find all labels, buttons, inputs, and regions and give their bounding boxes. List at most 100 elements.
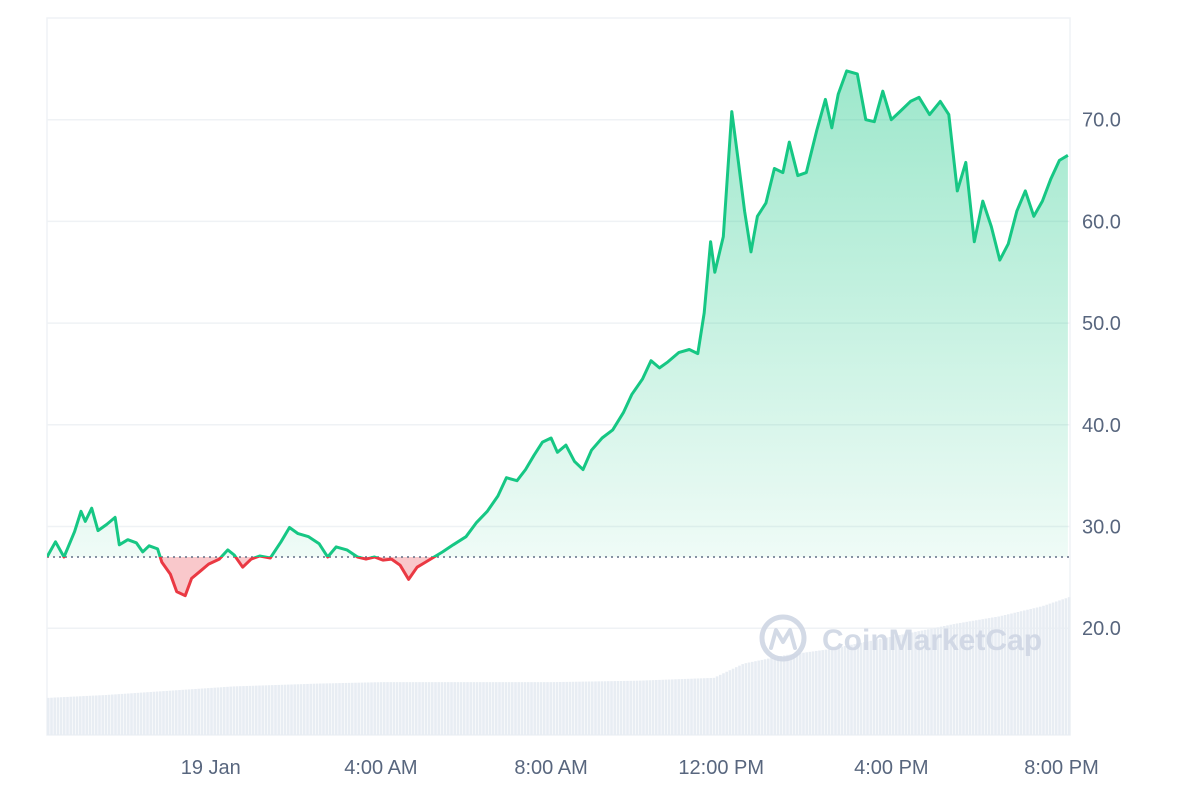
volume-bar [92, 696, 95, 735]
volume-bar [133, 693, 136, 735]
volume-bar [581, 682, 584, 735]
volume-bar [229, 687, 232, 735]
volume-bar [655, 680, 658, 735]
volume-bar [386, 682, 389, 735]
volume-bar [620, 681, 623, 735]
volume-bar [540, 682, 543, 735]
volume-bar [351, 683, 354, 735]
volume-bar [543, 682, 546, 735]
volume-bar [713, 678, 716, 735]
volume-bar [319, 684, 322, 735]
volume-bar [1058, 600, 1061, 735]
volume-bar [796, 654, 799, 735]
volume-bar [786, 655, 789, 735]
volume-bar [853, 644, 856, 735]
volume-bar [799, 653, 802, 735]
volume-bar [290, 684, 293, 735]
volume-bar [47, 698, 50, 735]
volume-bar [844, 646, 847, 735]
volume-bar [73, 697, 76, 735]
volume-bar [825, 650, 828, 735]
volume-bar [457, 682, 460, 735]
volume-bar [556, 682, 559, 735]
volume-bar [594, 681, 597, 735]
volume-bar [645, 680, 648, 735]
volume-bar [217, 687, 220, 735]
x-tick-label: 8:00 PM [1024, 757, 1098, 779]
volume-bar [213, 688, 216, 735]
volume-bar [834, 648, 837, 735]
volume-bar [393, 682, 396, 735]
volume-bar [668, 680, 671, 735]
volume-bar [117, 694, 120, 735]
volume-bar [479, 682, 482, 735]
volume-bar [194, 689, 197, 735]
volume-bar [444, 682, 447, 735]
volume-bar [121, 694, 124, 735]
volume-bar [735, 667, 738, 735]
volume-bar [687, 679, 690, 735]
volume-bar [415, 682, 418, 735]
volume-bar [162, 691, 165, 735]
volume-bar [185, 690, 188, 735]
volume-bar [681, 679, 684, 735]
volume-bar [79, 696, 82, 735]
volume-bar [245, 686, 248, 735]
volume-bar [354, 683, 357, 735]
volume-bar [661, 680, 664, 735]
volume-bar [258, 686, 261, 735]
volume-bar [741, 664, 744, 735]
volume-bar [1055, 601, 1058, 735]
volume-bar [764, 659, 767, 735]
volume-bar [447, 682, 450, 735]
y-tick-label: 40.0 [1082, 415, 1121, 437]
volume-bar [709, 678, 712, 735]
volume-bar [533, 682, 536, 735]
volume-bar [818, 651, 821, 735]
volume-bar [293, 684, 296, 735]
volume-bar [636, 681, 639, 735]
volume-bar [773, 657, 776, 735]
volume-bar [101, 695, 104, 735]
volume-bar [674, 679, 677, 735]
volume-bar [831, 649, 834, 735]
volume-bar [89, 696, 92, 735]
volume-bar [153, 692, 156, 735]
volume-bar [175, 690, 178, 735]
volume-bar [729, 670, 732, 735]
volume-bar [239, 686, 242, 735]
volume-bar [201, 689, 204, 735]
volume-bar [706, 678, 709, 735]
volume-bar [149, 692, 152, 735]
volume-bar [697, 678, 700, 735]
volume-bar [649, 680, 652, 735]
volume-bar [658, 680, 661, 735]
volume-bar [610, 681, 613, 735]
volume-bar [370, 682, 373, 735]
volume-bar [373, 682, 376, 735]
volume-bar [805, 652, 808, 735]
volume-bar [725, 672, 728, 735]
volume-bar [837, 647, 840, 735]
volume-bar [357, 683, 360, 735]
volume-bar [514, 682, 517, 735]
volume-bar [63, 697, 66, 735]
volume-bar [559, 682, 562, 735]
volume-bar [428, 682, 431, 735]
volume-bar [524, 682, 527, 735]
volume-bar [274, 685, 277, 735]
volume-bar [60, 697, 63, 735]
volume-bar [565, 682, 568, 735]
volume-bar [306, 684, 309, 735]
volume-bar [716, 676, 719, 735]
volume-bar [719, 675, 722, 735]
volume-bar [156, 692, 159, 735]
volume-bar [1065, 598, 1068, 735]
volume-bar [754, 661, 757, 735]
volume-bar [489, 682, 492, 735]
y-tick-label: 70.0 [1082, 110, 1121, 132]
volume-bar [821, 650, 824, 735]
price-area-up [47, 71, 1068, 596]
volume-bar [396, 682, 399, 735]
